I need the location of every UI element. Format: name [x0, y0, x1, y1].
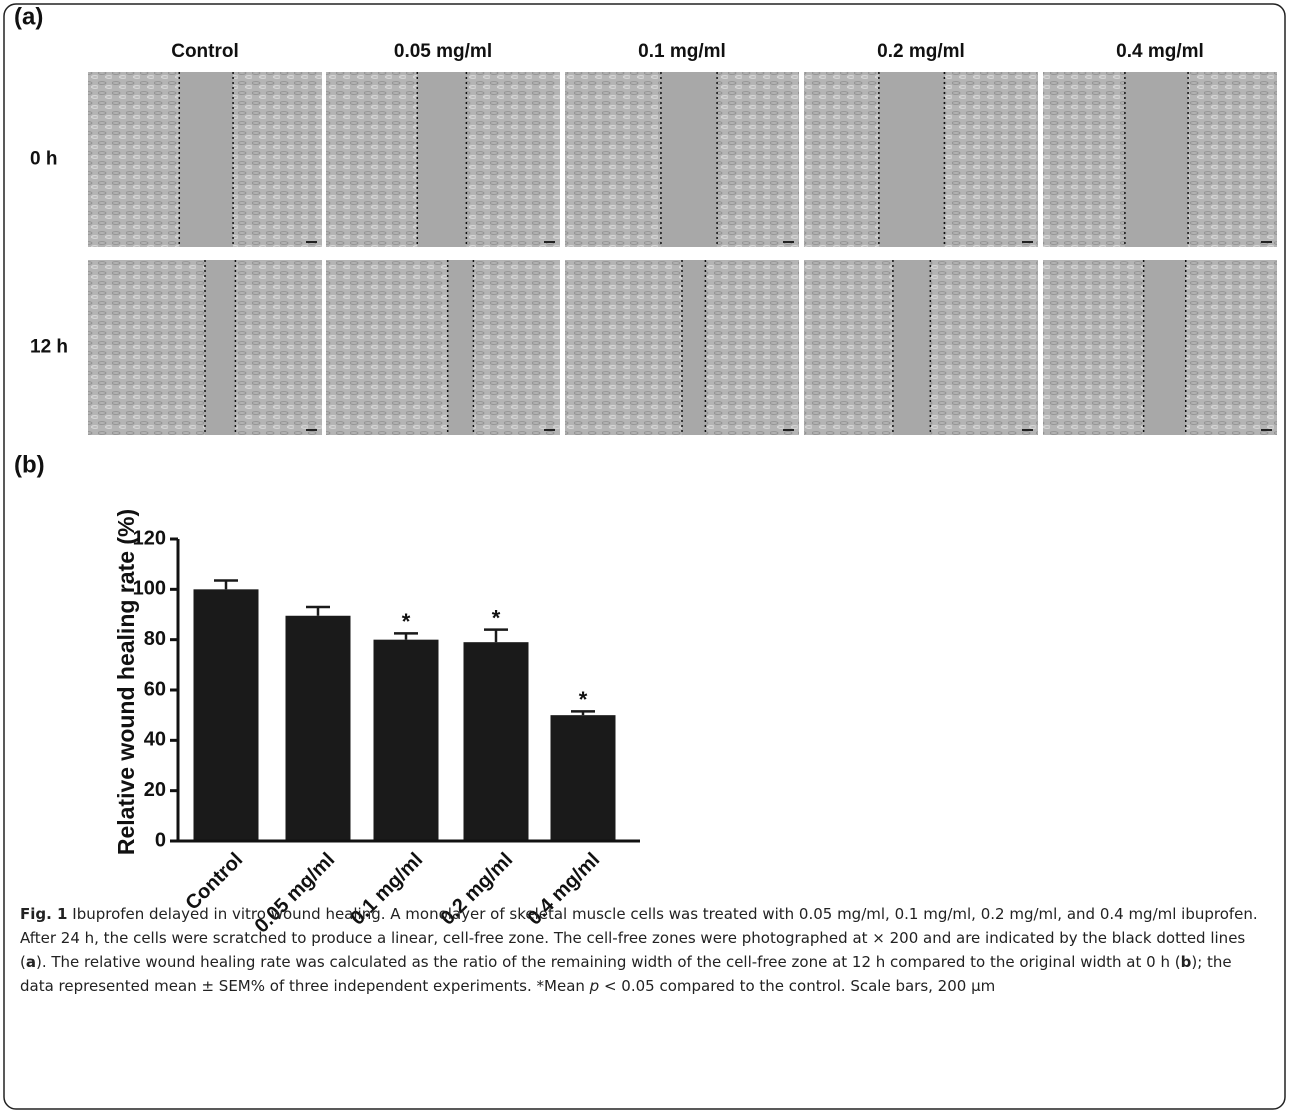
- scale-bar: [1022, 429, 1033, 431]
- y-tick-label: 80: [144, 628, 166, 650]
- wound-zone: [205, 260, 235, 435]
- wound-zone: [879, 72, 945, 247]
- scale-bar: [306, 429, 317, 431]
- scale-bar: [783, 429, 794, 431]
- scale-bar: [1022, 241, 1033, 243]
- caption-label: Fig. 1: [20, 905, 67, 923]
- scale-bar: [1261, 429, 1272, 431]
- significance-mark: *: [492, 605, 501, 630]
- bar: [194, 589, 259, 841]
- row-label: 12 h: [30, 337, 68, 358]
- column-label: Control: [171, 41, 239, 62]
- wound-zone: [1125, 72, 1188, 247]
- scale-bar: [1261, 241, 1272, 243]
- y-tick-label: 120: [133, 527, 166, 549]
- panel-label: (a): [14, 3, 43, 30]
- caption: Fig. 1 Ibuprofen delayed in vitro wound …: [20, 902, 1270, 998]
- column-label: 0.4 mg/ml: [1116, 41, 1204, 62]
- bar: [551, 715, 616, 841]
- significance-mark: *: [402, 609, 411, 634]
- wound-zone: [448, 260, 474, 435]
- page: (a) (b) Control 0.05 mg/ml 0.1 mg/ml 0.2 mg…: [0, 0, 1290, 1113]
- y-tick-label: 60: [144, 678, 166, 700]
- scale-bar: [544, 241, 555, 243]
- y-tick-label: 20: [144, 779, 166, 801]
- y-tick-label: 100: [133, 578, 166, 600]
- panel-label: (b): [14, 451, 45, 478]
- caption-text: a: [26, 953, 36, 971]
- caption-text: p: [590, 977, 600, 995]
- wound-zone: [179, 72, 233, 247]
- y-tick-label: 40: [144, 729, 166, 751]
- wound-zone: [661, 72, 717, 247]
- column-label: 0.05 mg/ml: [394, 41, 492, 62]
- bar: [286, 616, 351, 841]
- caption-text: b: [1181, 953, 1192, 971]
- scale-bar: [306, 241, 317, 243]
- bar-chart: Relative wound healing rate (%) 0 20 40 60 80…: [113, 509, 640, 938]
- caption-text: < 0.05 compared to the control. Scale ba…: [599, 977, 995, 995]
- row-label: 0 h: [30, 149, 57, 170]
- caption-text: ). The relative wound healing rate was c…: [36, 953, 1181, 971]
- significance-mark: *: [579, 687, 588, 712]
- scale-bar: [783, 241, 794, 243]
- column-label: 0.2 mg/ml: [877, 41, 965, 62]
- y-tick-label: 0: [155, 829, 166, 851]
- wound-zone: [1144, 260, 1186, 435]
- image-grid: Control 0.05 mg/ml 0.1 mg/ml 0.2 mg/ml 0.4 m…: [30, 41, 1277, 435]
- micrograph: [326, 260, 560, 435]
- wound-zone: [682, 260, 705, 435]
- bar: [374, 640, 439, 841]
- bar: [464, 642, 529, 841]
- column-label: 0.1 mg/ml: [638, 41, 726, 62]
- scale-bar: [544, 429, 555, 431]
- y-axis-title: Relative wound healing rate (%): [113, 509, 139, 855]
- wound-zone: [893, 260, 930, 435]
- wound-zone: [417, 72, 466, 247]
